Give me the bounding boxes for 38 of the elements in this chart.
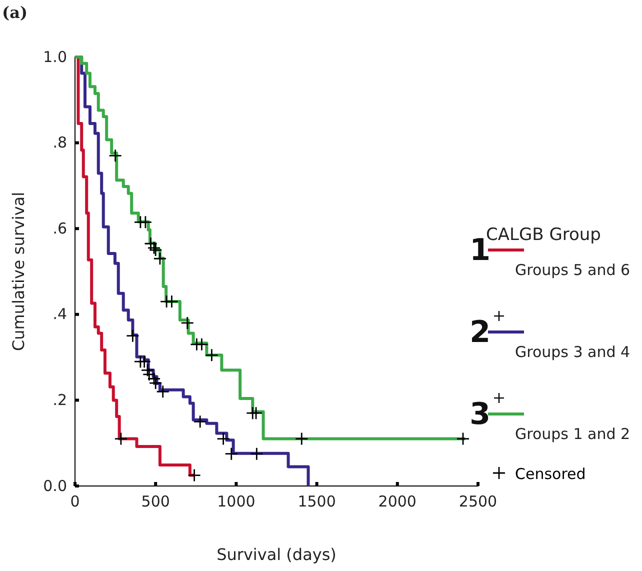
point	[216, 432, 230, 446]
point	[195, 338, 208, 352]
annotation: 2	[470, 315, 490, 350]
y-tick-label: .8	[52, 134, 67, 152]
x-tick-label: 2000	[378, 492, 416, 511]
point	[188, 468, 201, 482]
legend-label: Groups 5 and 6	[515, 261, 630, 279]
legend-label: Groups 1 and 2	[515, 425, 630, 443]
y-tick-label: 0.0	[43, 476, 67, 495]
point	[224, 447, 238, 461]
x-axis-title: Survival (days)	[216, 545, 336, 564]
legend-label: Groups 3 and 4	[515, 343, 630, 361]
point	[294, 432, 308, 446]
point	[114, 432, 128, 446]
y-axis-title: Cumulative survival	[9, 192, 28, 352]
point	[165, 294, 178, 308]
annotation: 3	[470, 397, 490, 432]
y-tick-label: .4	[52, 305, 67, 324]
y-tick-label: .2	[52, 391, 67, 409]
x-tick-label: 1000	[217, 492, 256, 511]
point	[193, 414, 207, 428]
point	[108, 148, 122, 162]
point	[126, 329, 140, 343]
point	[138, 215, 152, 229]
y-tick-label: 1.0	[43, 48, 67, 66]
x-tick-label: 0	[70, 492, 80, 511]
point	[138, 354, 152, 368]
text: (a)	[2, 3, 28, 22]
x-tick-label: 1500	[298, 492, 336, 511]
x-tick-label: 500	[141, 492, 170, 511]
text: Censored	[515, 465, 586, 483]
point	[180, 316, 194, 330]
point	[456, 432, 470, 446]
point	[250, 447, 264, 461]
point	[205, 348, 218, 362]
point	[249, 406, 263, 420]
y-tick-label: .6	[52, 219, 67, 238]
x-tick-label: 2500	[458, 492, 498, 511]
